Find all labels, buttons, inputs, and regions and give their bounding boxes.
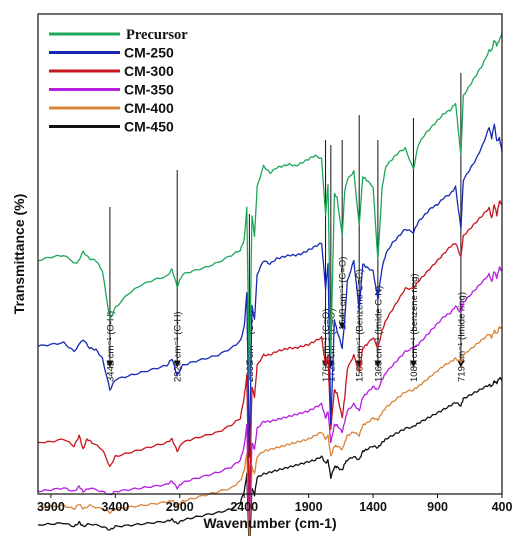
annotation-label: 719 cm⁻¹ (Imide ring) xyxy=(456,292,467,382)
x-tick-label: 3400 xyxy=(101,500,129,514)
x-tick-label: 3900 xyxy=(37,500,65,514)
annotation-label: 1728 cm⁻¹ (C=O) xyxy=(326,309,337,382)
x-tick-label: 1900 xyxy=(295,500,323,514)
x-tick-label: 2900 xyxy=(166,500,194,514)
annotation-label: 2920 cm⁻¹ (C-H) xyxy=(173,312,184,382)
x-tick-label: 1400 xyxy=(359,500,387,514)
legend-label: CM-300 xyxy=(124,63,174,79)
annotation-label: 1769 cm⁻¹ (C=O) xyxy=(321,309,332,382)
series-line-precursor xyxy=(38,32,503,381)
legend-label: CM-450 xyxy=(124,119,174,135)
legend: Precursor CM-250 CM-300 CM-350 CM-400 CM-450 xyxy=(49,27,188,135)
x-tick-label: 400 xyxy=(492,500,513,514)
legend-label: CM-250 xyxy=(124,45,174,61)
series-line-cm-400 xyxy=(37,326,503,536)
x-tick-label: 900 xyxy=(427,500,448,514)
y-axis-title: Transmittance (%) xyxy=(11,194,27,315)
legend-label: CM-400 xyxy=(124,100,174,116)
series-line-cm-250 xyxy=(37,123,503,458)
series-line-cm-300 xyxy=(38,200,503,506)
series-line-cm-450 xyxy=(37,376,503,536)
annotation-label: 1508 cm⁻¹ (Benzene C=C) xyxy=(355,269,366,382)
legend-label: CM-350 xyxy=(124,82,174,98)
annotation-label: 1640 cm⁻¹ (C=O) xyxy=(338,257,349,330)
series-line-cm-350 xyxy=(37,266,503,525)
legend-label: Precursor xyxy=(126,27,188,43)
x-axis: 3900 3400 2900 2400 1900 1400 900 400 xyxy=(37,494,512,514)
series-layer xyxy=(37,32,503,536)
annotation-label: 1087 cm⁻¹ (benzene ring) xyxy=(409,273,420,382)
plot-frame xyxy=(37,13,503,495)
x-axis-title: Wavenumber (cm-1) xyxy=(203,515,336,531)
annotation-label: 1363 cm⁻¹ (Imide C-N) xyxy=(373,286,384,382)
x-tick-label: 2400 xyxy=(230,500,258,514)
annotation-label: 3442 cm⁻¹ (O-H) xyxy=(105,311,116,382)
